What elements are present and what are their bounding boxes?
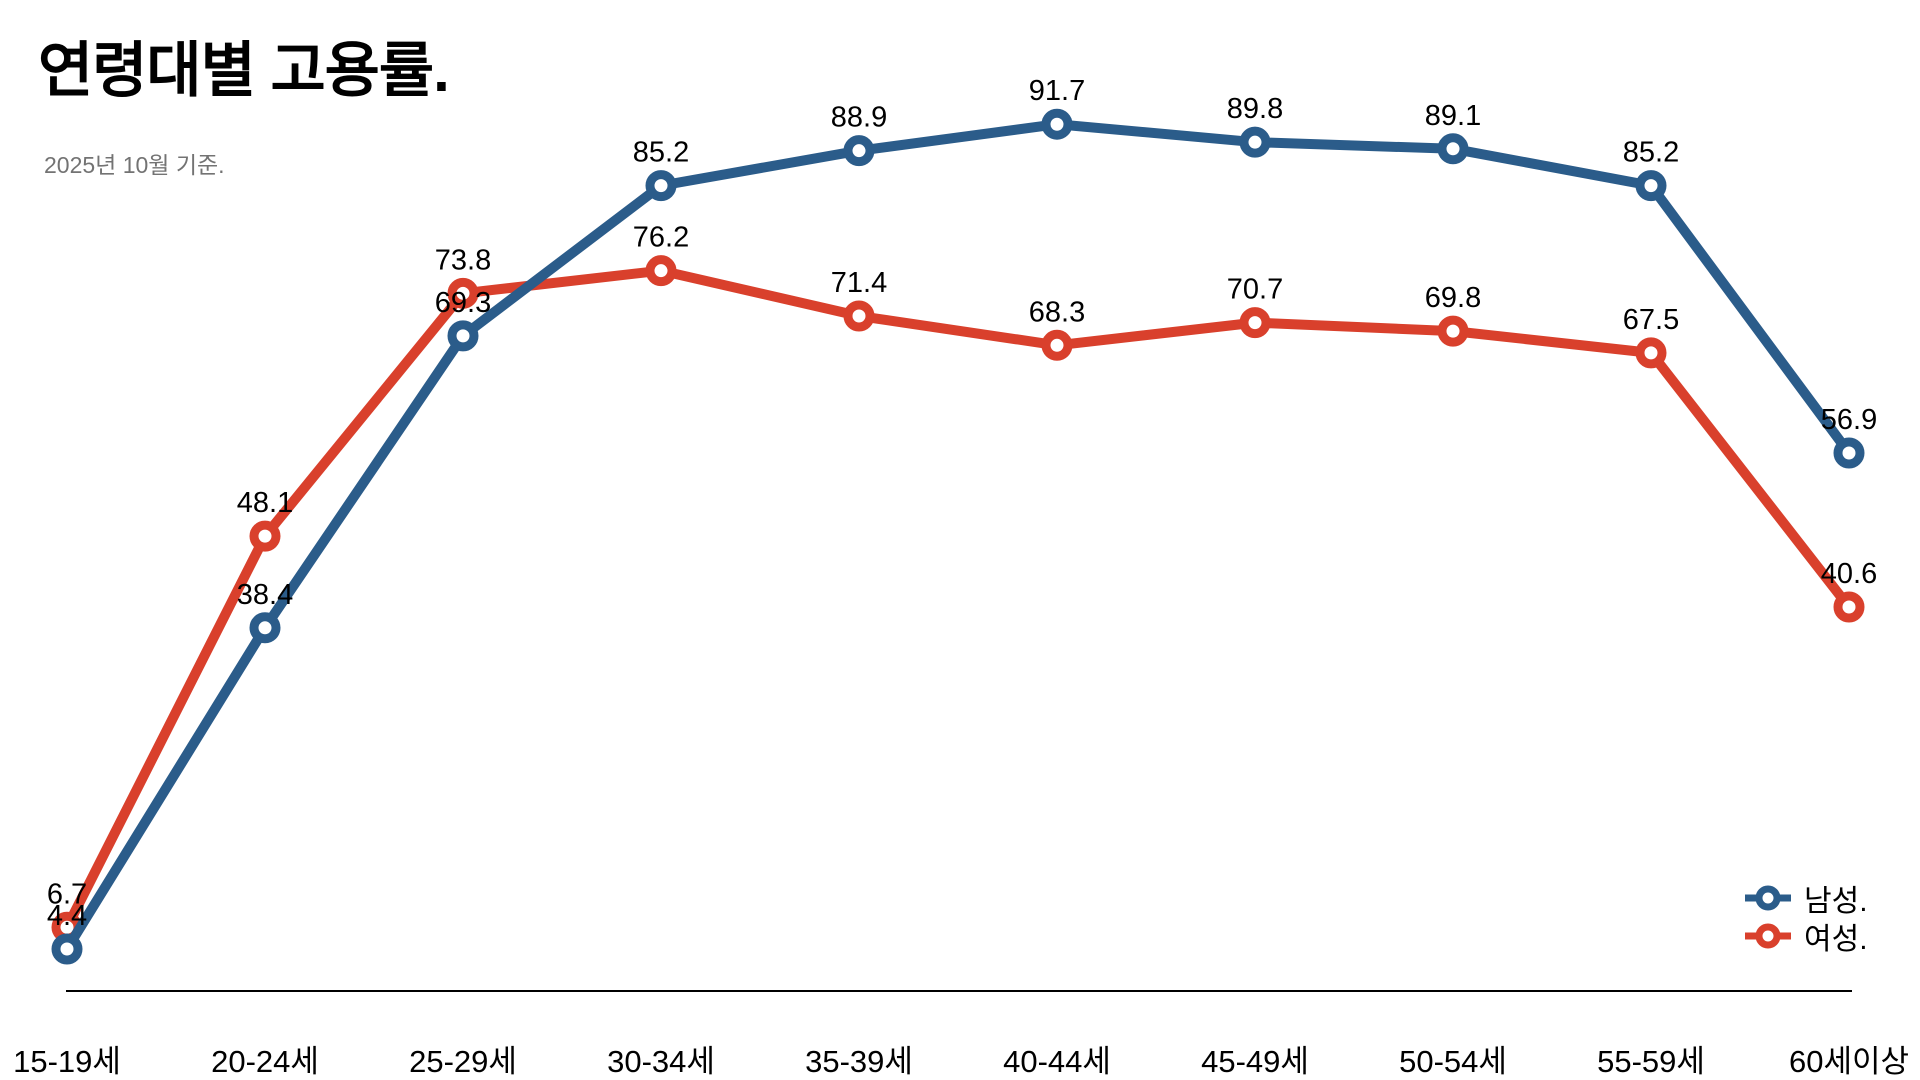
- female-marker-9: [1833, 591, 1865, 623]
- male-point-label-7: 89.1: [1425, 100, 1481, 132]
- female-marker-7: [1437, 315, 1469, 347]
- x-axis-label-2: 25-29세: [409, 1044, 517, 1079]
- x-axis-label-6: 45-49세: [1201, 1044, 1309, 1079]
- female-point-label-6: 70.7: [1227, 274, 1283, 306]
- male-point-label-2: 69.3: [435, 287, 491, 319]
- legend-label-female: 여성.: [1804, 923, 1868, 956]
- male-marker-6: [1239, 126, 1271, 158]
- female-point-label-7: 69.8: [1425, 282, 1481, 314]
- male-marker-4: [843, 135, 875, 167]
- female-marker-6: [1239, 307, 1271, 339]
- male-point-label-3: 85.2: [633, 137, 689, 169]
- x-axis-label-0: 15-19세: [13, 1044, 121, 1079]
- female-marker-4: [843, 300, 875, 332]
- x-axis-label-1: 20-24세: [211, 1044, 319, 1079]
- female-marker-8: [1635, 337, 1667, 369]
- female-point-label-4: 71.4: [831, 267, 887, 299]
- male-marker-8: [1635, 170, 1667, 202]
- legend: 남성. 여성.: [1744, 882, 1868, 956]
- male-point-label-1: 38.4: [237, 579, 293, 611]
- x-axis-label-5: 40-44세: [1003, 1044, 1111, 1079]
- x-axis-label-4: 35-39세: [805, 1044, 913, 1079]
- female-point-label-0: 6.7: [47, 878, 87, 910]
- female-line: [62, 265, 1853, 930]
- male-point-label-8: 85.2: [1623, 137, 1679, 169]
- male-marker-1: [249, 612, 281, 644]
- x-axis-label-7: 50-54세: [1399, 1044, 1507, 1079]
- female-point-label-5: 68.3: [1029, 296, 1085, 328]
- male-marker-7: [1437, 133, 1469, 165]
- male-point-label-9: 56.9: [1821, 404, 1877, 436]
- chart-title: 연령대별 고용률.: [38, 37, 450, 104]
- female-legend-marker-icon: [1745, 923, 1791, 949]
- female-marker-3: [645, 255, 677, 287]
- legend-label-male: 남성.: [1804, 885, 1868, 918]
- x-axis-label-8: 55-59세: [1597, 1044, 1705, 1079]
- male-marker-9: [1833, 437, 1865, 469]
- legend-item-male: 남성.: [1744, 882, 1868, 918]
- male-marker-5: [1041, 108, 1073, 140]
- male-line: [62, 119, 1854, 952]
- male-legend-marker-icon: [1745, 885, 1791, 911]
- x-axis-label-3: 30-34세: [607, 1044, 715, 1079]
- female-point-label-2: 73.8: [435, 244, 491, 276]
- male-marker-0: [51, 933, 83, 965]
- female-point-label-1: 48.1: [237, 487, 293, 519]
- x-axis-label-9: 60세이상: [1789, 1044, 1909, 1079]
- female-point-label-3: 76.2: [633, 222, 689, 254]
- male-point-label-0: 4.4: [47, 900, 87, 932]
- female-point-label-8: 67.5: [1623, 304, 1679, 336]
- male-point-label-4: 88.9: [831, 102, 887, 134]
- female-point-label-9: 40.6: [1821, 558, 1877, 590]
- male-point-label-5: 91.7: [1029, 75, 1085, 107]
- male-marker-3: [645, 170, 677, 202]
- male-marker-2: [447, 320, 479, 352]
- female-marker-1: [249, 520, 281, 552]
- male-point-label-6: 89.8: [1227, 93, 1283, 125]
- female-marker-2: [447, 277, 479, 309]
- legend-item-female: 여성.: [1744, 920, 1868, 956]
- chart-subtitle: 2025년 10월 기준.: [44, 152, 225, 178]
- female-marker-5: [1041, 329, 1073, 361]
